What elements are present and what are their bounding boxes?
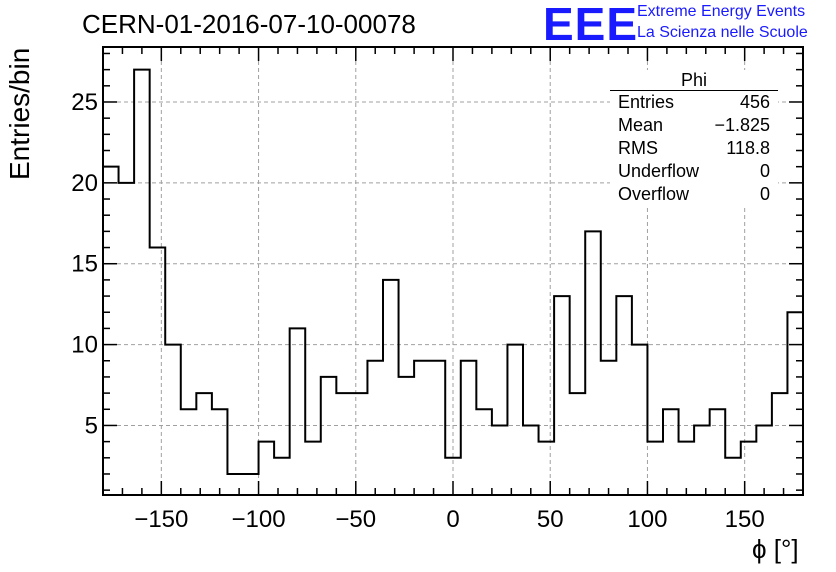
stats-value: 456 [739, 92, 770, 112]
stats-label: RMS [618, 138, 658, 158]
histogram-series-line [103, 68, 804, 475]
logo-text-line1: Extreme Energy Events [637, 3, 806, 20]
stats-label: Entries [618, 92, 675, 112]
stats-row-underflow: Underflow 0 [610, 160, 778, 183]
stats-value: −1.825 [714, 115, 770, 135]
x-tick-label: 100 [627, 506, 667, 533]
y-tick-label: 25 [71, 89, 98, 116]
chart-title: CERN-01-2016-07-10-00078 [82, 9, 416, 39]
stats-title: Phi [610, 70, 778, 91]
y-tick-label: 10 [71, 332, 98, 359]
stats-label: Mean [618, 115, 664, 135]
stats-row-rms: RMS 118.8 [610, 137, 778, 160]
stats-row-entries: Entries 456 [610, 91, 778, 114]
stats-value: 0 [759, 161, 770, 181]
x-tick-label: 0 [446, 506, 459, 533]
axis-ticks [102, 47, 804, 495]
eee-logo: EEE [543, 0, 639, 50]
stats-value: 118.8 [726, 138, 770, 158]
x-tick-label: −150 [134, 506, 188, 533]
x-tick-label: −50 [335, 506, 376, 533]
x-tick-label: 50 [537, 506, 564, 533]
logo-text-line2: La Scienza nelle Scuole [637, 24, 808, 41]
y-tick-label: 5 [85, 412, 98, 439]
y-tick-label: 20 [71, 170, 98, 197]
stats-value: 0 [759, 184, 770, 204]
x-axis-label: ϕ [°] [752, 534, 799, 564]
y-tick-labels: 5 10 15 20 25 [71, 89, 98, 439]
x-tick-label: −100 [232, 506, 286, 533]
stats-label: Overflow [618, 184, 690, 204]
x-tick-label: 150 [725, 506, 765, 533]
stats-label: Underflow [618, 161, 700, 181]
grid [103, 47, 803, 495]
y-axis-label: Entries/bin [4, 47, 35, 180]
stats-row-mean: Mean −1.825 [610, 114, 778, 137]
stats-box: Phi Entries 456 Mean −1.825 RMS 118.8 Un… [610, 70, 778, 206]
stats-row-overflow: Overflow 0 [610, 183, 778, 206]
x-tick-labels: −150 −100 −50 0 50 100 150 [134, 506, 764, 533]
y-tick-label: 15 [71, 251, 98, 278]
